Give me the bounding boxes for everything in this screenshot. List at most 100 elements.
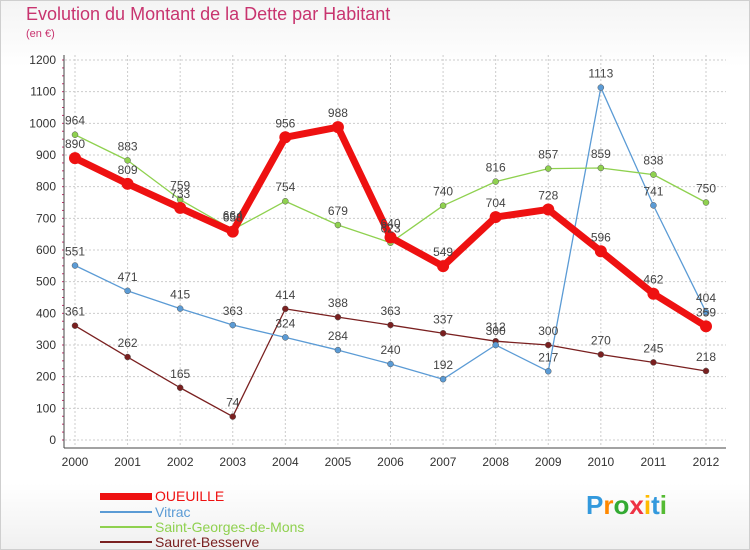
legend-label-vitrac: Vitrac <box>155 504 191 520</box>
data-point-oueuille <box>121 177 134 190</box>
data-label-sauret-besserve: 414 <box>275 288 295 302</box>
legend-swatch-saint-georges-de-mons <box>100 526 152 528</box>
data-label-vitrac: 741 <box>643 184 663 198</box>
data-point-vitrac <box>229 321 236 329</box>
data-point-saint-georges-de-mons <box>124 157 131 164</box>
logo-letter: t <box>651 490 660 520</box>
data-point-sauret-besserve <box>439 330 447 337</box>
data-point-oueuille <box>384 231 397 244</box>
axes: 0 100 200 300 400 500 600 700 800 900 1000 1100 1200… <box>29 53 726 469</box>
data-point-sauret-besserve <box>282 305 289 313</box>
data-label-vitrac: 415 <box>170 288 190 302</box>
data-label-vitrac: 1113 <box>588 67 613 81</box>
data-label-vitrac: 192 <box>433 358 453 372</box>
data-label-oueuille: 890 <box>65 137 85 151</box>
data-point-vitrac <box>597 84 605 91</box>
data-label-oueuille: 462 <box>643 273 663 287</box>
data-label-saint-georges-de-mons: 740 <box>433 185 453 199</box>
x-tick-label: 2008 <box>482 455 509 469</box>
data-point-vitrac <box>439 375 447 383</box>
logo-letter: o <box>613 490 630 520</box>
x-tick-label: 2010 <box>587 455 614 469</box>
data-point-vitrac <box>176 305 184 312</box>
data-label-vitrac: 551 <box>65 245 85 259</box>
data-label-saint-georges-de-mons: 759 <box>170 179 190 193</box>
data-point-oueuille <box>174 201 187 214</box>
data-point-oueuille <box>594 245 607 258</box>
data-label-saint-georges-de-mons: 754 <box>275 180 295 194</box>
data-point-saint-georges-de-mons <box>702 199 710 206</box>
data-label-oueuille: 359 <box>696 305 716 319</box>
data-point-oueuille <box>279 131 292 144</box>
data-point-sauret-besserve <box>176 384 184 391</box>
data-point-saint-georges-de-mons <box>282 197 289 205</box>
x-tick-label: 2005 <box>325 455 352 469</box>
data-label-vitrac: 284 <box>328 329 348 343</box>
chart-title: Evolution du Montant de la Dette par Hab… <box>26 4 391 24</box>
data-label-sauret-besserve: 218 <box>696 350 716 364</box>
data-label-oueuille: 658 <box>223 211 243 225</box>
data-point-oueuille <box>331 121 344 134</box>
data-point-sauret-besserve <box>545 341 552 349</box>
data-point-vitrac <box>71 262 79 269</box>
data-point-vitrac <box>282 334 289 341</box>
data-label-oueuille: 704 <box>486 196 506 210</box>
data-label-sauret-besserve: 270 <box>591 334 611 348</box>
data-label-sauret-besserve: 361 <box>65 305 85 319</box>
data-label-vitrac: 240 <box>380 343 400 357</box>
data-point-oueuille <box>700 320 712 333</box>
data-label-sauret-besserve: 337 <box>433 312 453 326</box>
series-lines <box>69 84 712 420</box>
data-label-sauret-besserve: 165 <box>170 367 190 381</box>
x-tick-label: 2009 <box>535 455 562 469</box>
data-label-vitrac: 324 <box>275 316 295 330</box>
x-tick-label: 2012 <box>693 455 720 469</box>
logo-letter: i <box>659 490 667 520</box>
data-label-sauret-besserve: 388 <box>328 296 348 310</box>
data-point-vitrac <box>334 346 342 354</box>
legend-item-saint-georges-de-mons: Saint-Georges-de-Mons <box>100 520 304 534</box>
data-point-saint-georges-de-mons <box>545 165 552 172</box>
legend-swatch-sauret-besserve <box>100 541 152 543</box>
data-label-oueuille: 728 <box>538 188 558 202</box>
data-point-saint-georges-de-mons <box>650 171 657 178</box>
data-point-saint-georges-de-mons <box>71 131 79 138</box>
data-point-oueuille <box>647 287 660 300</box>
data-point-sauret-besserve <box>334 313 342 321</box>
data-label-oueuille: 956 <box>275 116 295 130</box>
data-label-saint-georges-de-mons: 883 <box>118 139 138 153</box>
data-label-saint-georges-de-mons: 623 <box>380 222 400 236</box>
data-point-sauret-besserve <box>702 367 710 375</box>
data-label-sauret-besserve: 245 <box>643 341 663 355</box>
data-point-vitrac <box>545 368 552 375</box>
data-point-vitrac <box>702 308 710 316</box>
y-tick-label: 400 <box>36 306 56 320</box>
data-point-sauret-besserve <box>229 413 236 420</box>
data-label-sauret-besserve: 312 <box>486 320 506 334</box>
data-label-saint-georges-de-mons: 838 <box>643 154 663 168</box>
legend-label-sauret-besserve: Sauret-Besserve <box>155 534 260 550</box>
data-label-saint-georges-de-mons: 664 <box>223 209 243 223</box>
gridlines <box>65 55 726 446</box>
data-point-oueuille <box>226 225 239 238</box>
y-tick-label: 700 <box>36 211 56 225</box>
data-point-saint-georges-de-mons <box>334 221 342 229</box>
data-point-sauret-besserve <box>71 322 79 329</box>
legend-label-saint-georges-de-mons: Saint-Georges-de-Mons <box>155 519 305 535</box>
data-point-sauret-besserve <box>650 359 657 366</box>
x-tick-label: 2003 <box>219 455 246 469</box>
y-tick-label: 300 <box>36 338 56 352</box>
data-point-sauret-besserve <box>124 353 131 361</box>
y-tick-label: 600 <box>36 243 56 257</box>
x-tick-label: 2000 <box>62 455 89 469</box>
legend-label-oueuille: OUEUILLE <box>155 488 225 504</box>
data-label-saint-georges-de-mons: 750 <box>696 182 716 196</box>
x-tick-label: 2011 <box>641 455 667 469</box>
y-tick-label: 200 <box>36 370 56 384</box>
data-point-oueuille <box>437 260 450 273</box>
chart-unit: (en €) <box>26 28 55 40</box>
legend-swatch-oueuille <box>100 492 152 500</box>
y-tick-label: 1200 <box>29 53 56 67</box>
data-label-oueuille: 549 <box>433 245 453 259</box>
data-label-oueuille: 988 <box>328 106 348 120</box>
